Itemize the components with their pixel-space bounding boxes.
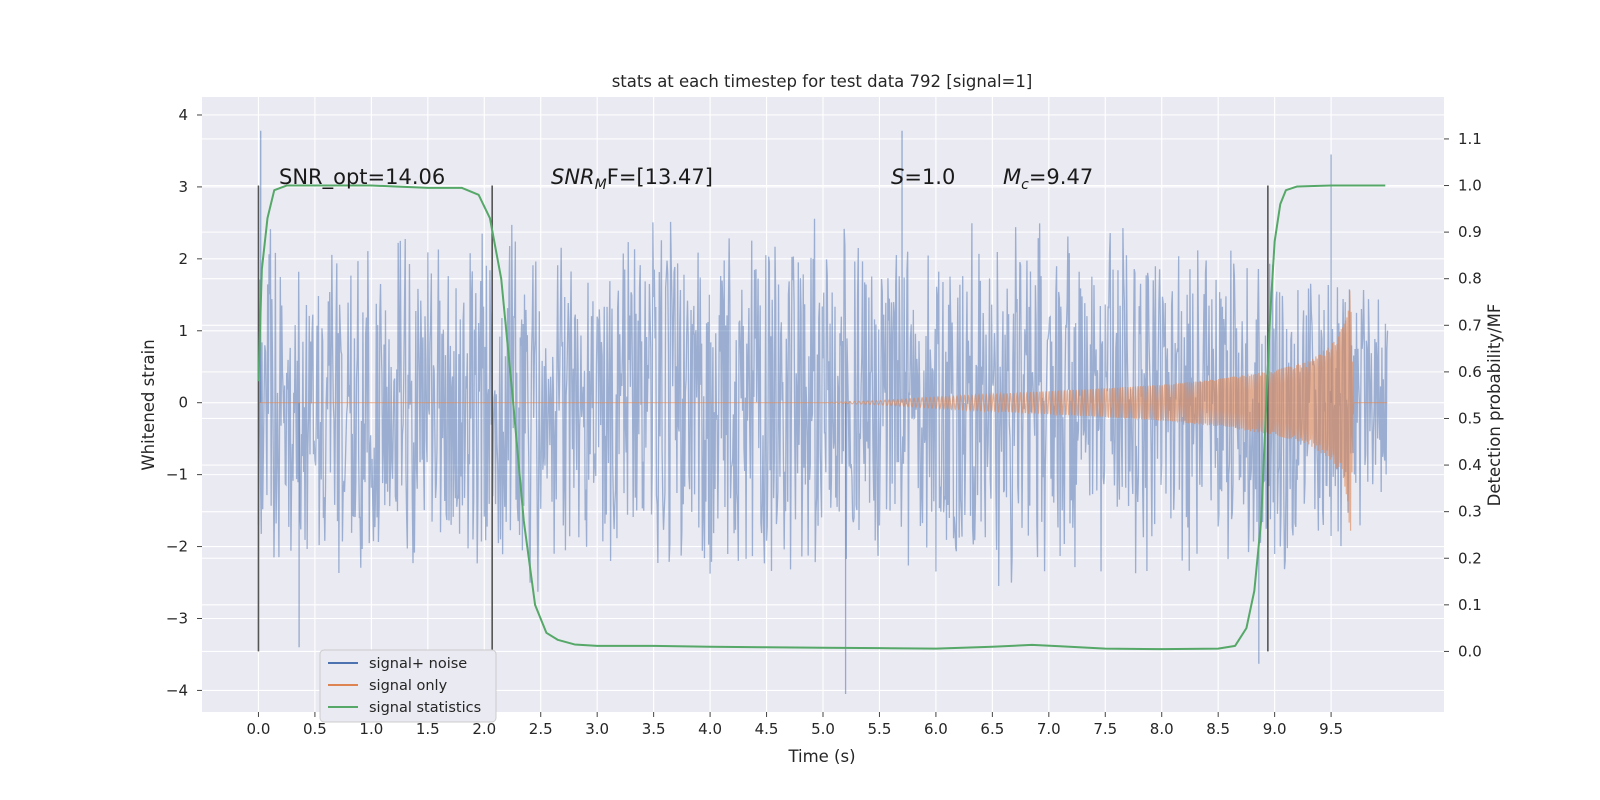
- annotation-s-rest: =1.0: [904, 165, 955, 189]
- series-signal-noise: [257, 130, 1389, 695]
- y2-tick-label: 0.4: [1458, 456, 1482, 474]
- x-tick-label: 3.0: [585, 720, 609, 738]
- y2-tick-label: 0.6: [1458, 363, 1482, 381]
- y-tick-label: 1: [178, 322, 188, 340]
- y2-tick-label: 0.5: [1458, 409, 1482, 427]
- y-tick-label: −2: [166, 538, 188, 556]
- x-axis-label: Time (s): [787, 747, 855, 766]
- x-tick-label: 4.0: [698, 720, 722, 738]
- y2-tick-label: 0.9: [1458, 223, 1482, 241]
- annotation-mc: Mc=9.47: [1003, 165, 1093, 193]
- x-tick-label: 4.5: [755, 720, 779, 738]
- x-tick-label: 1.5: [416, 720, 440, 738]
- tick-layer: 0.0 0.5 1.0 1.5 2.0 2.5 3.0 3.5 4.0 4.5 5.0 5.5 6.0 6…: [166, 106, 1482, 738]
- y-tick-label: 4: [178, 106, 188, 124]
- x-tick-label: 1.0: [359, 720, 383, 738]
- x-tick-label: 0.0: [247, 720, 271, 738]
- chart-title: stats at each timestep for test data 792…: [612, 72, 1033, 91]
- noise-trace: [257, 218, 1389, 592]
- legend-label-signal-statistics: signal statistics: [369, 700, 481, 716]
- x-tick-label: 6.5: [980, 720, 1004, 738]
- x-tick-label: 3.5: [642, 720, 666, 738]
- y-tick-label: 2: [178, 250, 188, 268]
- y-tick-label: −1: [166, 466, 188, 484]
- x-tick-label: 8.0: [1150, 720, 1174, 738]
- signal-trace: [258, 290, 1388, 531]
- legend-box: [319, 649, 497, 723]
- y2-tick-label: 1.1: [1458, 130, 1482, 148]
- x-tick-label: 2.0: [472, 720, 496, 738]
- y-tick-label: −4: [166, 681, 188, 699]
- y2-axis-label: Detection probability/MF: [1485, 304, 1504, 507]
- annotation-s: S=1.0: [891, 165, 955, 189]
- legend: signal+ noise signal only signal statist…: [319, 649, 497, 723]
- x-tick-label: 5.5: [868, 720, 892, 738]
- x-tick-label: 9.0: [1263, 720, 1287, 738]
- x-tick-label: 7.5: [1093, 720, 1117, 738]
- annotation-mc-sub: c: [1021, 177, 1029, 193]
- vertical-markers: [257, 185, 1269, 652]
- x-tick-label: 8.5: [1206, 720, 1230, 738]
- x-tick-label: 7.0: [1037, 720, 1061, 738]
- y-tick-label: −3: [166, 609, 188, 627]
- x-tick-label: 0.5: [303, 720, 327, 738]
- statistics-line: [257, 184, 1386, 651]
- annotation-mc-var: M: [1003, 165, 1021, 189]
- annotation-snr-mf: SNRMF=[13.47]: [551, 165, 713, 193]
- y2-tick-label: 0.8: [1458, 270, 1482, 288]
- annotation-snr-opt: SNR_opt=14.06: [279, 165, 445, 190]
- legend-label-signal-noise: signal+ noise: [369, 656, 467, 672]
- series-signal-statistics: [257, 184, 1386, 651]
- annotation-s-var: S: [891, 165, 904, 189]
- legend-label-signal-only: signal only: [369, 678, 448, 694]
- y2-tick-label: 0.3: [1458, 503, 1482, 521]
- series-signal-only: [258, 290, 1388, 531]
- annotation-snr-mf-main: SNR: [551, 165, 595, 189]
- x-tick-label: 2.5: [529, 720, 553, 738]
- y2-tick-label: 0.1: [1458, 596, 1482, 614]
- x-tick-label: 9.5: [1319, 720, 1343, 738]
- annotation-snr-mf-rest: F=[13.47]: [607, 165, 713, 189]
- y-tick-label: 3: [178, 178, 188, 196]
- annotation-snr-mf-sub: M: [595, 177, 607, 193]
- y2-tick-label: 0.0: [1458, 642, 1482, 660]
- x-tick-label: 6.0: [924, 720, 948, 738]
- y2-tick-label: 0.7: [1458, 316, 1482, 334]
- annotation-mc-rest: =9.47: [1029, 165, 1093, 189]
- y-tick-label: 0: [178, 394, 188, 412]
- y2-tick-label: 0.2: [1458, 549, 1482, 567]
- y2-tick-label: 1.0: [1458, 177, 1482, 195]
- y-axis-label: Whitened strain: [139, 339, 158, 470]
- x-tick-label: 5.0: [811, 720, 835, 738]
